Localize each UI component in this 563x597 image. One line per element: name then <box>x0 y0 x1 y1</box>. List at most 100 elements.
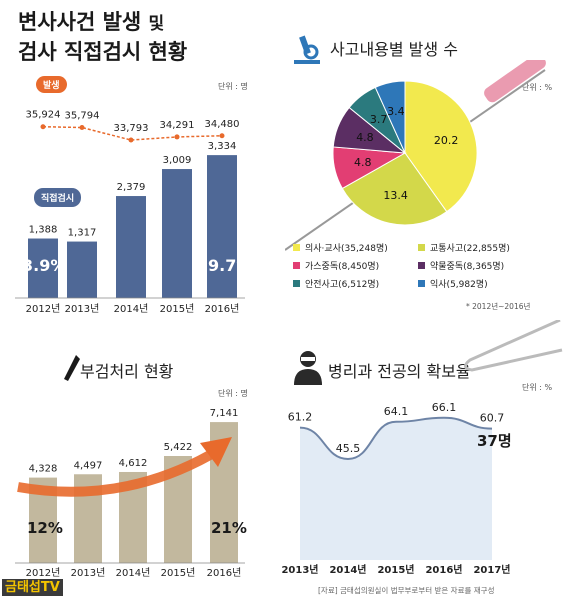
autopsy-unit-label: 단위 : 명 <box>218 389 248 398</box>
inspection-bar <box>116 196 146 298</box>
pathology-unit-label: 단위 : % <box>522 383 553 392</box>
legend-label: 안전사고(6,512명) <box>305 280 380 290</box>
inspection-year-label: 2014년 <box>114 303 149 315</box>
legend-item: 익사(5,982명) <box>418 277 553 290</box>
inspection-year-label: 2012년 <box>26 303 61 315</box>
pie-slice <box>374 80 406 154</box>
legend-item: 가스중독(8,450명) <box>293 259 418 272</box>
legend-label: 교통사고(22,855명) <box>430 244 510 254</box>
pathology-year-label: 2017년 <box>473 563 510 576</box>
pie-slice-label: 4.8 <box>354 156 372 169</box>
trend-arrow <box>17 450 213 497</box>
autopsy-value-label: 5,422 <box>164 442 193 453</box>
occurrence-label: 34,480 <box>205 119 240 130</box>
legend-item: 의사·교사(35,248명) <box>293 241 418 254</box>
pct-2016-autopsy: 21% <box>211 519 247 537</box>
legend-item: 안전사고(6,512명) <box>293 277 418 290</box>
inspection-bar <box>67 241 97 298</box>
occurrence-point <box>219 133 225 139</box>
pathology-year-label: 2013년 <box>281 563 318 576</box>
page-title: 변사사건 발생 및 검사 직접검시 현황 <box>18 8 187 66</box>
legend-swatch <box>418 280 425 287</box>
inspection-year-label: 2016년 <box>205 303 240 315</box>
pathology-value-label: 60.7 <box>480 412 505 425</box>
unit-label-top-left: 단위 : 명 <box>218 82 248 91</box>
occurrence-badge: 발생 <box>36 76 67 93</box>
autopsy-year-label: 2014년 <box>116 567 151 579</box>
pie-slice <box>341 152 448 226</box>
legend-label: 의사·교사(35,248명) <box>305 244 388 254</box>
title-line2: 검사 직접검시 현황 <box>18 40 188 64</box>
pct-2016-inspection: 9.7% <box>208 256 253 275</box>
trend-arrow-head <box>200 437 232 467</box>
pct-2012-autopsy: 12% <box>27 519 63 537</box>
pathology-value-label: 64.1 <box>384 405 409 418</box>
pct-2012-inspection: 3.9% <box>22 256 67 275</box>
pathology-year-label: 2014년 <box>329 563 366 576</box>
inspection-value-label: 2,379 <box>117 182 146 193</box>
occurrence-label: 34,291 <box>160 120 195 131</box>
inspection-bar <box>207 155 237 298</box>
title-line1: 변사사건 발생 <box>18 10 142 34</box>
inspection-value-label: 1,388 <box>29 225 58 236</box>
inspection-bar <box>28 238 58 298</box>
pie-note: * 2012년~2016년 <box>466 302 531 311</box>
pathology-value-label: 61.2 <box>288 411 313 424</box>
inspection-bars-group: 1,388 2012년 1,317 2013년 2,379 2014년 3,009 2015년… <box>26 141 240 315</box>
inspection-year-label: 2013년 <box>65 303 100 315</box>
pathology-year-label: 2015년 <box>377 563 414 576</box>
pie-slice-label: 4.8 <box>356 131 374 144</box>
microscope-icon <box>290 30 326 70</box>
occurrence-label: 35,924 <box>26 110 61 121</box>
title-line1-small: 및 <box>148 14 165 34</box>
scalpel-icon <box>62 353 82 387</box>
top-left-chart: 35,924 35,794 33,793 34,291 34,480 1,388 2012… <box>15 110 245 315</box>
pie-unit-label: 단위 : % <box>522 83 553 92</box>
pie-slice-label: 3.4 <box>387 105 405 118</box>
pie-panel-title: 사고내용별 발생 수 <box>330 40 458 59</box>
autopsy-panel-title: 부검처리 현황 <box>80 362 174 381</box>
brand-logo: 금태섭TV <box>2 579 63 596</box>
pie-slice-label: 13.4 <box>383 189 408 202</box>
legend-item: 교통사고(22,855명) <box>418 241 553 254</box>
occurrence-point <box>174 134 180 140</box>
occurrence-line <box>42 125 223 141</box>
occurrence-point <box>128 137 134 143</box>
pathology-panel-title: 병리과 전공의 확보율 <box>328 362 471 381</box>
pathology-value-label: 66.1 <box>432 401 457 414</box>
pathology-value-label: 45.5 <box>336 442 361 455</box>
inspection-bar <box>162 169 192 298</box>
autopsy-year-label: 2012년 <box>26 567 61 579</box>
legend-swatch <box>418 244 425 251</box>
occurrence-label: 35,794 <box>65 111 100 122</box>
inspection-value-label: 3,334 <box>208 141 237 152</box>
pie-legend: 의사·교사(35,248명) 교통사고(22,855명) 가스중독(8,450명) 약… <box>293 241 558 290</box>
inspection-year-label: 2015년 <box>160 303 195 315</box>
autopsy-value-label: 4,328 <box>29 464 58 475</box>
forceps-icon <box>450 318 563 434</box>
legend-item: 약물중독(8,365명) <box>418 259 553 272</box>
occurrence-point <box>40 124 46 130</box>
autopsy-value-label: 4,497 <box>74 460 103 471</box>
autopsy-year-label: 2013년 <box>71 567 106 579</box>
autopsy-value-label: 7,141 <box>210 408 239 419</box>
pie-chart: 20.2 13.4 4.8 4.8 3.73.4 <box>332 80 478 226</box>
autopsy-year-label: 2016년 <box>207 567 242 579</box>
pathology-annotation: 37명 <box>477 432 512 450</box>
autopsy-chart: 4,328 2012년 4,497 2013년 4,612 2014년 5,422 2015년… <box>15 408 245 579</box>
doctor-icon <box>291 349 325 389</box>
pie-slices-group: 20.2 13.4 4.8 4.8 3.73.4 <box>332 80 478 226</box>
pathology-area-group: 61.2 2013년 45.5 2014년 64.1 2015년 66.1 2016년 60.7… <box>281 401 510 576</box>
pathology-year-label: 2016년 <box>425 563 462 576</box>
autopsy-value-label: 4,612 <box>119 458 148 469</box>
inspection-value-label: 1,317 <box>68 228 97 239</box>
inspection-value-label: 3,009 <box>163 155 192 166</box>
pie-slice-label: 20.2 <box>434 134 459 147</box>
legend-label: 약물중독(8,365명) <box>430 262 505 272</box>
legend-swatch <box>418 262 425 269</box>
legend-label: 익사(5,982명) <box>430 280 488 290</box>
pie-slice <box>404 80 478 213</box>
pathology-line <box>299 416 493 461</box>
source-note: [자료] 금태섭의원실이 법무부로부터 받은 자료를 재구성 <box>318 586 495 595</box>
occurrence-line-group: 35,924 35,794 33,793 34,291 34,480 <box>26 110 240 143</box>
